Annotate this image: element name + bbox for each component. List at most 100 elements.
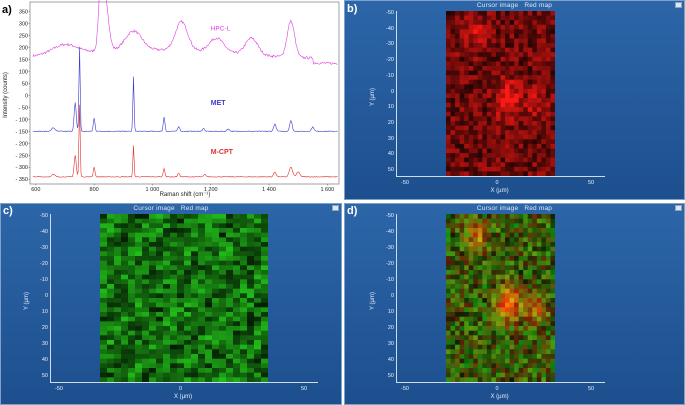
map-pixel — [545, 15, 551, 21]
map-pixel — [142, 242, 150, 247]
map-pixel — [219, 246, 227, 252]
map-pixel — [545, 330, 551, 336]
map-pixel — [184, 288, 192, 294]
map-pixel — [459, 223, 465, 229]
map-pixel — [541, 260, 547, 266]
map-pixel — [254, 284, 262, 289]
map-pixel — [550, 218, 555, 224]
map-pixel — [114, 274, 122, 280]
map-pixel — [541, 302, 547, 308]
map-pixel — [541, 293, 547, 299]
map-pixel — [532, 33, 538, 39]
map-pixel — [527, 139, 533, 145]
map-pixel — [500, 61, 506, 67]
map-pixel — [464, 214, 470, 219]
map-pixel — [473, 372, 479, 378]
map-pixel — [156, 270, 164, 275]
map-pixel — [482, 214, 488, 219]
map-pixel — [500, 88, 506, 94]
map-pixel — [550, 372, 555, 378]
map-pixel — [495, 29, 501, 35]
map-pixel — [240, 368, 248, 373]
map-pixel — [455, 251, 460, 257]
map-pixel — [541, 143, 547, 149]
map-y-tick-label: -30 — [386, 245, 394, 251]
map-pixel — [247, 293, 255, 299]
map-pixel — [446, 61, 451, 67]
map-pixel — [156, 372, 164, 378]
map-pixel — [128, 214, 136, 219]
map-pixel — [114, 354, 122, 359]
map-pixel — [523, 134, 529, 140]
map-pixel — [495, 214, 501, 219]
map-pixel — [107, 340, 115, 345]
map-pixel — [541, 335, 547, 341]
map-pixel — [495, 171, 501, 176]
map-pixel — [121, 349, 129, 355]
map-pixel — [212, 377, 220, 382]
map-pixel — [468, 316, 474, 322]
map-pixel — [527, 372, 533, 378]
map-pixel — [514, 228, 519, 233]
map-pixel — [518, 274, 524, 280]
map-pixel — [477, 116, 483, 122]
window-close-button[interactable] — [675, 2, 682, 8]
map-pixel — [514, 349, 519, 355]
map-pixel — [100, 335, 108, 341]
map-pixel — [545, 111, 551, 117]
window-close-button[interactable] — [675, 205, 682, 211]
map-pixel — [233, 349, 241, 355]
map-pixel — [491, 256, 497, 261]
map-pixel — [121, 251, 129, 257]
map-pixel — [518, 47, 524, 53]
map-pixel — [495, 316, 501, 322]
panel-c-green-map: Cursor image Red map -50 -40 -30 -20 -10 0 10 20… — [0, 203, 342, 405]
map-pixel — [468, 38, 474, 44]
map-pixel — [491, 307, 497, 313]
map-pixel — [505, 326, 510, 331]
map-pixel — [523, 75, 529, 81]
map-pixel — [468, 171, 474, 176]
map-pixel — [198, 260, 206, 266]
map-pixel — [473, 43, 479, 48]
map-pixel — [468, 102, 474, 108]
map-pixel — [477, 316, 483, 322]
map-pixel — [491, 302, 497, 308]
hyperspectral-map-image[interactable] — [446, 11, 555, 176]
hyperspectral-map-image[interactable] — [446, 214, 555, 382]
map-pixel — [212, 340, 220, 345]
window-close-button[interactable] — [332, 205, 339, 211]
map-pixel — [527, 349, 533, 355]
map-pixel — [505, 84, 510, 90]
map-pixel — [468, 107, 474, 113]
map-pixel — [473, 228, 479, 233]
map-y-tick-label: -20 — [386, 261, 394, 267]
map-pixel — [495, 24, 501, 30]
map-pixel — [541, 228, 547, 233]
map-pixel — [254, 260, 262, 266]
map-pixel — [233, 312, 241, 317]
map-pixel — [532, 47, 538, 53]
map-pixel — [500, 143, 506, 149]
map-pixel — [184, 321, 192, 327]
map-pixel — [523, 228, 529, 233]
map-pixel — [518, 102, 524, 108]
map-pixel — [550, 251, 555, 257]
map-pixel — [505, 66, 510, 71]
map-pixel — [468, 84, 474, 90]
map-pixel — [233, 293, 241, 299]
map-pixel — [532, 335, 538, 341]
map-pixel — [495, 232, 501, 238]
map-pixel — [518, 312, 524, 317]
map-pixel — [505, 162, 510, 168]
map-pixel — [509, 66, 515, 71]
hyperspectral-map-image[interactable] — [100, 214, 268, 382]
map-pixel — [459, 29, 465, 35]
map-pixel — [536, 237, 542, 243]
map-pixel — [491, 298, 497, 303]
map-pixel — [509, 143, 515, 149]
map-pixel — [177, 279, 185, 285]
map-pixel — [532, 171, 538, 176]
map-pixel — [477, 130, 483, 136]
map-y-tick-label: -10 — [386, 72, 394, 79]
